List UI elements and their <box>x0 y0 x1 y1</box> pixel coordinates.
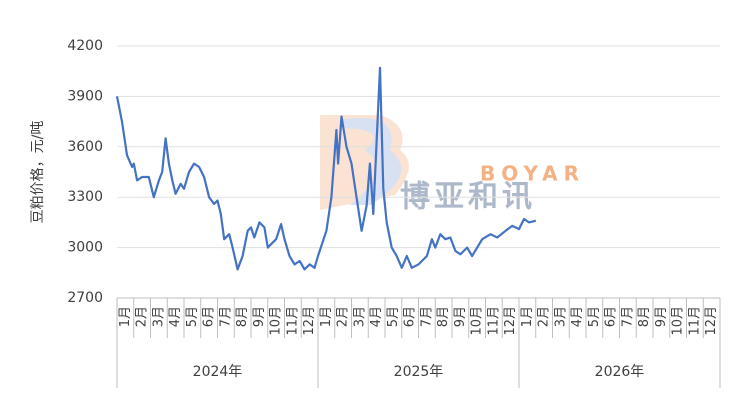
x-tick-label: 9月 <box>654 306 669 327</box>
y-tick-label: 4200 <box>67 38 103 54</box>
x-tick-label: 9月 <box>453 306 468 327</box>
x-tick-label: 3月 <box>553 306 568 327</box>
x-tick-label: 2月 <box>537 306 552 327</box>
y-tick-label: 3300 <box>67 189 103 205</box>
group-label: 2026年 <box>595 364 645 380</box>
x-tick-label: 3月 <box>151 306 166 327</box>
x-tick-label: 4月 <box>570 306 585 327</box>
x-tick-label: 4月 <box>168 306 183 327</box>
x-tick-label: 6月 <box>202 306 217 327</box>
x-tick-label: 10月 <box>671 306 686 336</box>
x-tick-label: 11月 <box>285 306 300 336</box>
x-tick-label: 8月 <box>637 306 652 327</box>
x-tick-label: 8月 <box>436 306 451 327</box>
x-tick-label: 7月 <box>218 306 233 327</box>
watermark: BOYAR <box>480 162 585 186</box>
x-tick-label: 4月 <box>369 306 384 327</box>
x-tick-label: 9月 <box>252 306 267 327</box>
x-tick-label: 1月 <box>319 306 334 327</box>
x-tick-label: 3月 <box>352 306 367 327</box>
x-tick-label: 2月 <box>135 306 150 327</box>
y-tick-label: 2700 <box>67 290 103 306</box>
x-tick-label: 5月 <box>386 306 401 327</box>
x-tick-label: 12月 <box>704 306 719 336</box>
price-line <box>115 66 537 271</box>
x-tick-label: 6月 <box>604 306 619 327</box>
group-label: 2024年 <box>193 364 243 380</box>
group-label: 2025年 <box>394 364 444 380</box>
x-tick-label: 12月 <box>302 306 317 336</box>
x-tick-label: 5月 <box>185 306 200 327</box>
logo <box>320 115 409 210</box>
x-tick-label: 7月 <box>620 306 635 327</box>
x-tick-label: 1月 <box>520 306 535 327</box>
x-tick-label: 2月 <box>336 306 351 327</box>
x-tick-label: 8月 <box>235 306 250 327</box>
x-tick-label: 12月 <box>503 306 518 336</box>
x-tick-label: 10月 <box>470 306 485 336</box>
y-tick-label: 3900 <box>67 88 103 104</box>
y-tick-label: 3000 <box>67 240 103 256</box>
x-tick-label: 10月 <box>269 306 284 336</box>
y-tick-label: 3600 <box>67 139 103 155</box>
x-tick-label: 11月 <box>687 306 702 336</box>
x-tick-label: 11月 <box>486 306 501 336</box>
x-tick-label: 5月 <box>587 306 602 327</box>
x-tick-label: 6月 <box>403 306 418 327</box>
x-tick-label: 1月 <box>118 306 133 327</box>
x-tick-label: 7月 <box>419 306 434 327</box>
y-axis-label: 豆粕价格，元/吨 <box>30 121 46 224</box>
